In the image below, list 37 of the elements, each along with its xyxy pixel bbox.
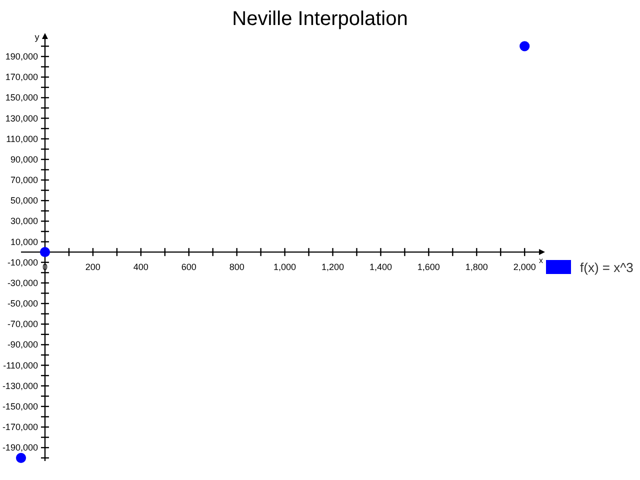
y-tick-label: -30,000 xyxy=(7,278,38,288)
y-tick-label: 150,000 xyxy=(5,92,38,103)
y-tick-label: -130,000 xyxy=(2,380,38,391)
y-tick-label: 10,000 xyxy=(10,236,38,247)
x-tick-label: 1,600 xyxy=(417,262,440,272)
x-tick-label: 800 xyxy=(229,262,244,272)
x-tick-label: 1,400 xyxy=(369,262,392,272)
y-tick-label: -150,000 xyxy=(2,401,38,412)
y-tick-label: -10,000 xyxy=(7,257,38,268)
y-tick-label: -190,000 xyxy=(2,442,38,453)
legend-label: f(x) = x^3 xyxy=(580,260,634,275)
y-tick-label: 170,000 xyxy=(5,72,38,82)
x-tick-label: 200 xyxy=(85,262,100,272)
y-tick-label: 130,000 xyxy=(5,113,38,124)
x-tick-label: 2,000 xyxy=(513,262,536,272)
y-tick-label: -70,000 xyxy=(7,319,38,330)
y-tick-label: 50,000 xyxy=(10,196,38,206)
x-tick-label: 1,000 xyxy=(274,262,296,272)
x-tick-label: 600 xyxy=(181,262,196,272)
y-tick-label: 90,000 xyxy=(10,154,38,164)
y-tick-label: 190,000 xyxy=(5,52,38,62)
y-tick-label: -50,000 xyxy=(7,298,38,309)
y-tick-label: -170,000 xyxy=(2,422,38,432)
x-axis-title: x xyxy=(539,256,543,266)
point xyxy=(16,452,26,463)
y-tick-label: 110,000 xyxy=(6,134,38,144)
y-axis-title: y xyxy=(34,32,40,42)
y-tick-label: 30,000 xyxy=(10,216,38,226)
point xyxy=(520,41,530,52)
x-tick-label: 1,200 xyxy=(321,262,344,272)
x-tick-label: 1,800 xyxy=(465,262,488,272)
chart-title: Neville Interpolation xyxy=(232,8,408,30)
x-tick-label: 400 xyxy=(133,262,148,272)
y-tick-label: -110,000 xyxy=(3,360,38,370)
point xyxy=(40,247,50,258)
y-tick-label: -90,000 xyxy=(7,340,38,350)
y-tick-label: 70,000 xyxy=(10,175,38,186)
